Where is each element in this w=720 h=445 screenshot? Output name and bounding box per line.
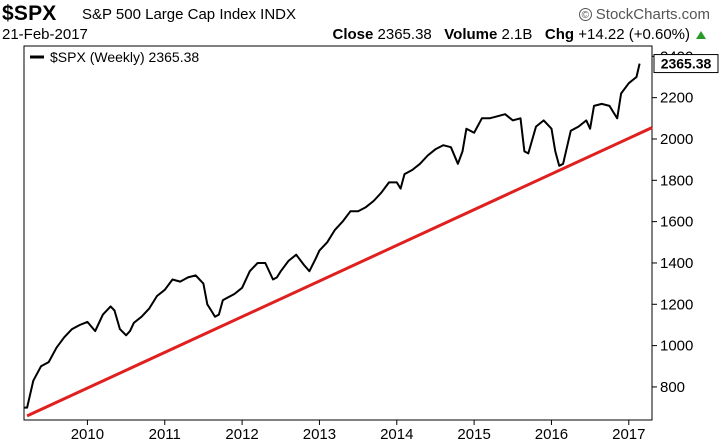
close-value: 2365.38 — [377, 26, 432, 43]
x-tick-label: 2011 — [149, 426, 181, 443]
x-tick-label: 2012 — [225, 426, 258, 443]
volume-value: 2.1B — [501, 26, 533, 43]
x-tick-label: 2017 — [612, 426, 645, 443]
chg-label: Chg — [544, 26, 575, 43]
last-value-label: 2365.38 — [661, 56, 712, 72]
legend-label: $SPX (Weekly) 2365.38 — [50, 49, 199, 65]
y-tick-label: 2200 — [660, 90, 693, 107]
chg-value: +14.22 (+0.60%) — [578, 26, 690, 43]
y-tick-label: 2000 — [660, 131, 693, 148]
x-tick-label: 2010 — [71, 426, 104, 443]
x-tick-label: 2016 — [535, 426, 568, 443]
close-label: Close — [332, 26, 374, 43]
copyright-icon: © — [578, 8, 592, 21]
up-arrow-icon — [696, 31, 706, 39]
brand-link[interactable]: © StockCharts.com — [578, 6, 710, 23]
y-tick-label: 1400 — [660, 255, 693, 272]
quote-stats: Close 2365.38 Volume 2.1B Chg +14.22 (+0… — [333, 26, 691, 43]
trendline — [26, 126, 653, 418]
x-tick-label: 2013 — [303, 426, 336, 443]
last-value-box — [653, 54, 719, 74]
y-tick-label: 800 — [660, 379, 685, 396]
y-tick-label: 1800 — [660, 172, 693, 189]
y-tick-label: 1600 — [660, 214, 693, 231]
y-tick-label: 1000 — [660, 338, 693, 355]
symbol-title: $SPX — [2, 2, 57, 25]
chart-header: $SPX S&P 500 Large Cap Index INDX © Stoc… — [0, 0, 720, 46]
volume-label: Volume — [444, 26, 498, 43]
y-tick-label: 1200 — [660, 296, 693, 313]
price-line — [24, 63, 641, 409]
brand-label: StockCharts.com — [595, 6, 710, 23]
index-name: S&P 500 Large Cap Index INDX — [82, 6, 297, 23]
x-tick-label: 2015 — [457, 426, 490, 443]
quote-date: 21-Feb-2017 — [2, 26, 88, 43]
x-tick-label: 2014 — [380, 426, 413, 443]
plot-frame — [23, 45, 653, 421]
